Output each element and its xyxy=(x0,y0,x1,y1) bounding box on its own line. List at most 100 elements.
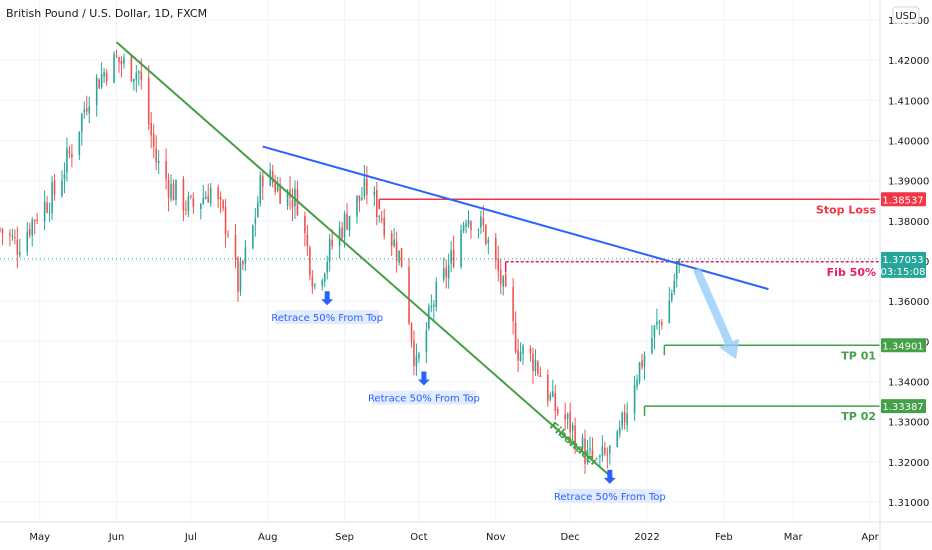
candle-body xyxy=(11,235,14,238)
candle-body xyxy=(150,123,153,136)
candle-body xyxy=(487,239,490,244)
candle-body xyxy=(61,180,63,196)
retrace-label: Retrace 50% From Top xyxy=(554,492,666,503)
candle-body xyxy=(670,293,673,301)
candle-body xyxy=(554,393,557,411)
retrace-arrow-icon xyxy=(417,371,430,386)
candle-body xyxy=(467,219,470,226)
candle-body xyxy=(626,413,628,425)
currency-button[interactable]: USD xyxy=(892,6,920,24)
candle-body xyxy=(14,237,16,239)
candle-body xyxy=(532,353,534,372)
candle-body xyxy=(234,235,237,259)
candle-body xyxy=(224,207,227,235)
candle-body xyxy=(348,215,351,231)
candle-body xyxy=(217,187,219,199)
candle-body xyxy=(604,447,606,454)
price-tag-bg xyxy=(881,192,926,207)
candle-body xyxy=(599,455,601,458)
price-tag-bg xyxy=(881,338,926,353)
candle-body xyxy=(363,178,366,197)
candle-body xyxy=(378,216,381,218)
candle-body xyxy=(328,238,331,262)
candle-body xyxy=(465,223,467,227)
candle-body xyxy=(219,196,222,201)
candle-body xyxy=(192,198,195,207)
candle-body xyxy=(165,160,167,180)
currency-button-frame xyxy=(892,6,920,24)
candle-body xyxy=(346,213,348,230)
candle-body xyxy=(480,216,482,228)
chart-title: British Pound / U.S. Dollar, 1D, FXCM xyxy=(6,7,207,20)
candle-body xyxy=(261,175,264,187)
candle-body xyxy=(237,257,239,292)
candle-body xyxy=(482,218,485,225)
trendline xyxy=(262,145,769,291)
candle-body xyxy=(239,261,242,292)
candle-body xyxy=(519,351,522,361)
candle-body xyxy=(28,228,31,235)
candle-body xyxy=(88,106,91,114)
candle-body xyxy=(380,218,383,220)
candle-body xyxy=(433,304,435,307)
candle-body xyxy=(185,208,187,210)
candle-body xyxy=(227,234,229,236)
candle-body xyxy=(133,79,135,82)
candle-body xyxy=(616,431,619,448)
candle-body xyxy=(470,221,472,231)
candle-body xyxy=(621,412,623,426)
candle-body xyxy=(222,200,224,209)
candle-body xyxy=(48,212,51,214)
candle-body xyxy=(633,385,636,414)
candle-body xyxy=(291,200,294,208)
candle-body xyxy=(286,190,289,206)
candle-body xyxy=(331,240,333,246)
candle-body xyxy=(408,266,410,324)
price-tags: 1.385371.369811.349011.333871.3705303:15… xyxy=(881,192,926,414)
candle-body xyxy=(512,287,514,322)
candle-body xyxy=(157,160,160,163)
candle-body xyxy=(182,179,185,211)
level-label: TP 02 xyxy=(841,410,876,423)
candle-body xyxy=(581,437,584,449)
candle-body xyxy=(170,183,172,200)
candle-body xyxy=(556,408,559,414)
candle-body xyxy=(400,248,403,268)
x-tick-label: Aug xyxy=(258,532,278,543)
candle-body xyxy=(309,247,311,276)
price-tag-value: 1.38537 xyxy=(882,195,923,206)
candle-body xyxy=(415,355,418,367)
candle-body xyxy=(31,219,34,236)
candle-body xyxy=(16,239,19,255)
candle-body xyxy=(36,219,38,221)
candle-body xyxy=(304,215,306,233)
candle-body xyxy=(33,220,36,222)
candle-body xyxy=(499,269,502,285)
candle-body xyxy=(123,57,125,64)
candle-body xyxy=(623,412,626,423)
candle-body xyxy=(534,359,537,372)
candle-body xyxy=(502,276,505,287)
candle-body xyxy=(279,183,281,204)
candle-body xyxy=(190,196,192,198)
y-tick-label: 1.40000 xyxy=(888,137,929,148)
retrace-label: Retrace 50% From Top xyxy=(271,313,383,324)
candle-body xyxy=(113,53,115,84)
candle-body xyxy=(43,201,46,222)
candle-body xyxy=(643,355,646,367)
candle-body xyxy=(656,321,658,325)
trendline xyxy=(115,41,613,479)
candle-body xyxy=(606,453,609,456)
candle-body xyxy=(202,197,205,204)
candle-body xyxy=(135,72,138,80)
candle-body xyxy=(26,231,29,253)
projection-arrow xyxy=(692,267,740,360)
grid xyxy=(0,0,880,522)
candle-body xyxy=(393,239,395,247)
candle-body xyxy=(100,74,103,87)
candle-body xyxy=(358,195,361,201)
candle-body xyxy=(9,233,11,236)
candle-body xyxy=(343,213,346,238)
retrace-arrow-icon xyxy=(321,291,334,306)
